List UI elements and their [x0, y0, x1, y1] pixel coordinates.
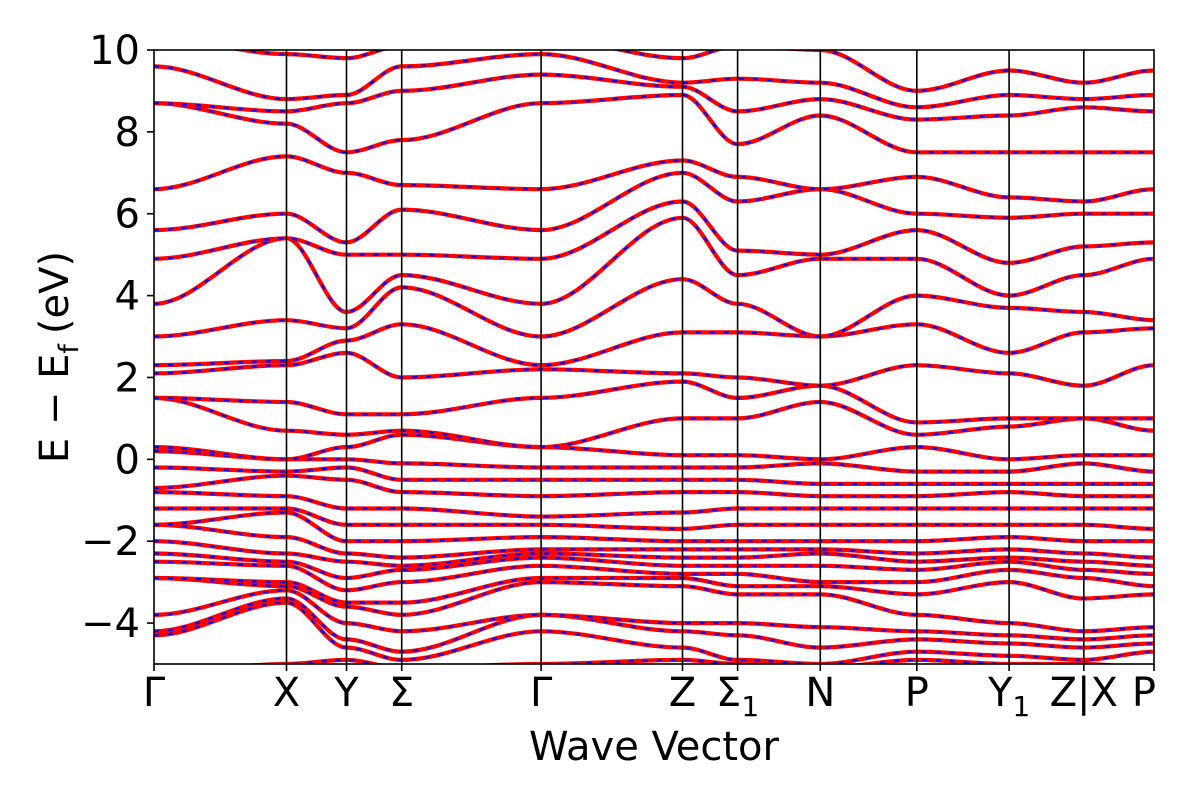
y-tick-label: 8	[115, 110, 140, 156]
band-6-dashed	[154, 576, 1154, 604]
y-axis-label-sub: f	[54, 343, 85, 354]
high-symmetry-lines	[285, 50, 1085, 664]
band-27-dashed	[154, 93, 1154, 154]
x-tick-label: X	[273, 670, 300, 716]
y-axis-label-main: E − E	[32, 354, 78, 464]
y-tick-label: −2	[81, 519, 140, 565]
y-tick-label: 10	[89, 28, 140, 74]
x-tick-label: Γ	[530, 670, 553, 716]
y-tick-label: 2	[115, 355, 140, 401]
x-tick-label: Γ	[143, 670, 166, 716]
y-tick-label: 4	[115, 274, 140, 320]
y-tick-label: −4	[81, 601, 140, 647]
x-tick-label: Y	[333, 670, 359, 716]
x-axis-ticks: Γ X Y Σ Γ Z Σ1 N P Y1 Z|X P	[143, 664, 1156, 723]
y-axis-label-unit: (eV)	[32, 251, 78, 334]
band-1-dashed	[256, 658, 1108, 664]
band-21-dashed	[154, 323, 1154, 367]
band-22-dashed	[154, 278, 1154, 338]
band-11-dashed	[154, 511, 1154, 543]
x-tick-label: P	[1132, 670, 1156, 716]
band-7-dashed	[154, 560, 1154, 592]
y-axis-ticks: −4 −2 0 2 4 6 8 10	[81, 28, 154, 647]
band-30-dashed	[236, 50, 1154, 93]
x-tick-label: Z	[669, 670, 696, 716]
band-17-dashed	[154, 433, 1154, 461]
x-tick-label: P	[905, 670, 929, 716]
y-tick-label: 6	[115, 192, 140, 238]
x-tick-label: Σ	[389, 670, 414, 716]
x-axis-label: Wave Vector	[529, 724, 780, 770]
band-20-dashed	[154, 351, 1154, 387]
plot-frame	[153, 49, 1155, 665]
x-tick-label: Σ1	[716, 670, 759, 723]
x-tick-label: Z|X	[1050, 670, 1118, 716]
x-tick-label: N	[805, 670, 835, 716]
band-26-dashed	[154, 155, 1154, 203]
x-tick-label: Y1	[987, 670, 1030, 723]
y-axis-label: E − Ef (eV)	[32, 251, 85, 463]
y-tick-label: 0	[115, 437, 140, 483]
